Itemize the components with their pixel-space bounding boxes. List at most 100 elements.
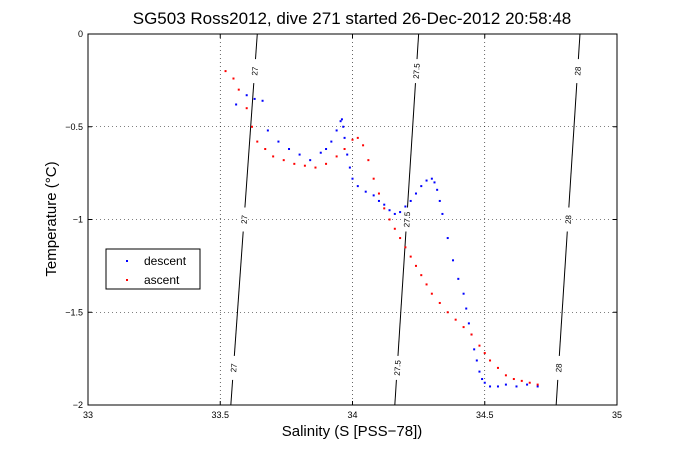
density-contours: 27 27 27 27.5 27.5 27.5 28 28 28 (229, 33, 583, 406)
ascent-point (372, 177, 375, 180)
descent-point (430, 177, 433, 180)
descent-point (330, 140, 333, 143)
y-axis-label: Temperature (°C) (43, 161, 60, 276)
ascent-point (430, 292, 433, 295)
descent-point (253, 97, 256, 100)
ascent-point (232, 77, 235, 80)
contour-label-bg (250, 59, 259, 84)
ascent-point (496, 366, 499, 369)
contour-label-bg (229, 355, 238, 380)
descent-point (364, 190, 367, 193)
ascent-point (362, 144, 365, 147)
axis-ticks: 33 33.5 34 34.5 35 0 −0.5 −1 −1.5 −2 (65, 29, 622, 420)
descent-point (372, 194, 375, 197)
ascent-point (393, 227, 396, 230)
ascent-point (425, 283, 428, 286)
ascent-point (420, 274, 423, 277)
data-points (224, 70, 539, 388)
contour-label: 27 (250, 66, 260, 76)
ascent-point (404, 246, 407, 249)
ascent-point (409, 255, 412, 258)
descent-point (526, 383, 529, 386)
descent-point (346, 153, 349, 156)
legend-box (105, 248, 201, 290)
ascent-point (224, 70, 227, 73)
ascent-point (388, 218, 391, 221)
contour-label-bg (402, 207, 411, 232)
descent-point (433, 181, 436, 184)
ascent-point (414, 264, 417, 267)
ascent-point (462, 326, 465, 329)
ascent-point (351, 138, 354, 141)
descent-point (536, 385, 539, 388)
descent-point (425, 179, 428, 182)
descent-point (325, 148, 328, 151)
descent-point (475, 359, 478, 362)
ascent-point (512, 378, 515, 381)
y-tick-label: −0.5 (65, 122, 83, 132)
descent-point (399, 211, 402, 214)
contour-label-bg (573, 59, 582, 84)
descent-point (339, 120, 342, 123)
x-tick-label: 33.5 (211, 410, 229, 420)
x-axis-label: Salinity (S [PSS−78]) (282, 423, 422, 440)
descent-point (288, 148, 291, 151)
y-tick-label: −1.5 (65, 307, 83, 317)
descent-point (409, 199, 412, 202)
descent-point (504, 383, 507, 386)
descent-point (388, 209, 391, 212)
legend: descent ascent (105, 248, 201, 290)
legend-marker-descent (126, 260, 128, 262)
contour-label-bg (393, 355, 402, 380)
ascent-point (536, 383, 539, 386)
ascent-point (504, 374, 507, 377)
descent-point (457, 277, 460, 280)
x-tick-label: 35 (612, 410, 622, 420)
descent-point (261, 99, 264, 102)
contour-label: 28 (564, 214, 574, 224)
ascent-point (367, 159, 370, 162)
descent-point (351, 177, 354, 180)
contour-label: 27.5 (402, 211, 412, 228)
descent-point (420, 185, 423, 188)
descent-point (489, 385, 492, 388)
descent-point (335, 129, 338, 132)
x-tick-label: 34.5 (476, 410, 494, 420)
descent-point (266, 129, 269, 132)
descent-point (343, 136, 346, 139)
descent-point (235, 103, 238, 106)
descent-point (340, 118, 343, 121)
ascent-point (470, 333, 473, 336)
descent-point (393, 212, 396, 215)
descent-point (446, 237, 449, 240)
legend-label-ascent: ascent (144, 273, 180, 287)
ascent-point (438, 301, 441, 304)
ascent-point (256, 140, 259, 143)
ascent-point (478, 344, 481, 347)
ascent-point (272, 155, 275, 158)
y-tick-label: 0 (78, 29, 83, 39)
descent-point (404, 205, 407, 208)
y-tick-label: −2 (73, 400, 83, 410)
descent-point (465, 307, 468, 310)
descent-point (496, 385, 499, 388)
ascent-point (454, 318, 457, 321)
legend-label-descent: descent (144, 254, 187, 268)
descent-point (441, 212, 444, 215)
ascent-point (377, 192, 380, 195)
ascent-point (483, 352, 486, 355)
ascent-point (245, 107, 248, 110)
descent-point (319, 151, 322, 154)
descent-point (462, 292, 465, 295)
ascent-point (293, 162, 296, 165)
descent-point (436, 188, 439, 191)
descent-point (478, 370, 481, 373)
descent-point (383, 203, 386, 206)
ascent-point (237, 88, 240, 91)
descent-point (348, 166, 351, 169)
y-tick-label: −1 (73, 215, 83, 225)
contour-label: 28 (554, 363, 564, 373)
contour-label: 27.5 (393, 359, 403, 376)
plot-area (87, 33, 618, 406)
descent-point (481, 378, 484, 381)
